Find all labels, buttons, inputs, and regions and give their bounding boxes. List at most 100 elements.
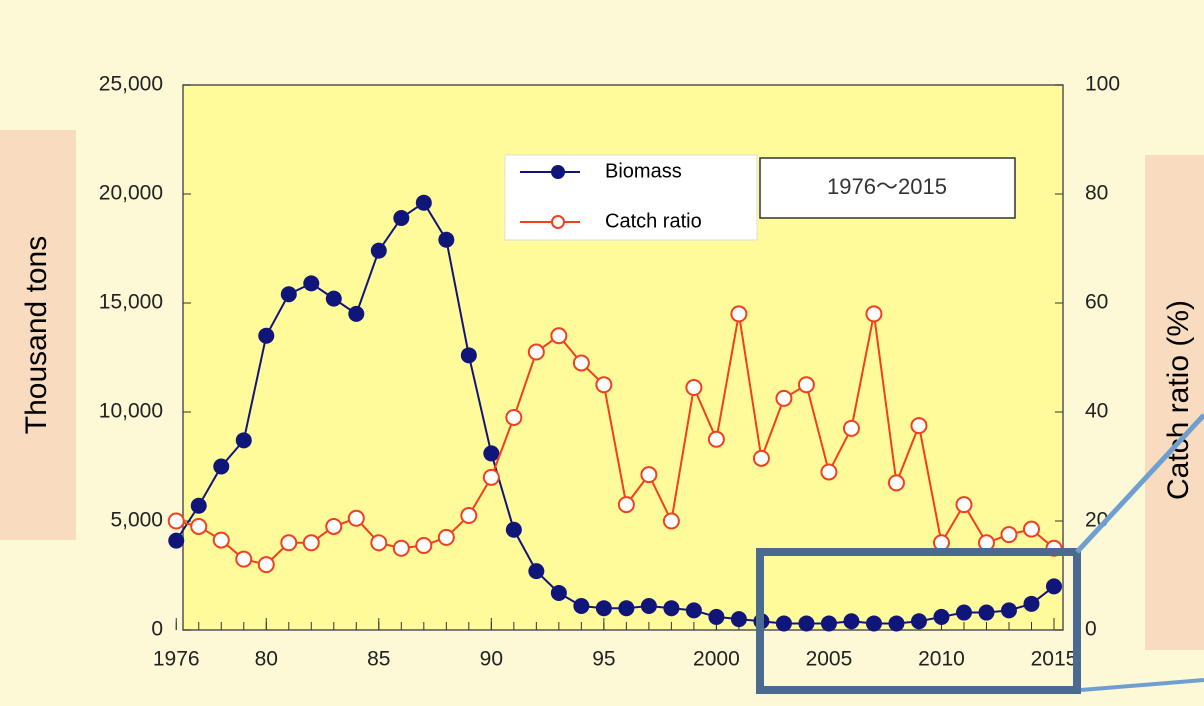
data-point bbox=[888, 615, 905, 632]
data-point bbox=[1022, 520, 1040, 538]
data-point bbox=[460, 507, 478, 525]
y2label-box bbox=[1145, 155, 1204, 650]
data-point bbox=[1023, 595, 1040, 612]
data-point bbox=[348, 305, 365, 322]
data-point bbox=[235, 432, 252, 449]
data-point bbox=[775, 389, 793, 407]
data-point bbox=[663, 600, 680, 617]
x-tick-label: 1976 bbox=[153, 648, 200, 671]
data-point bbox=[662, 512, 680, 530]
series-line bbox=[175, 201, 1055, 625]
data-point bbox=[235, 550, 253, 568]
y-tick-label: 5,000 bbox=[110, 509, 163, 532]
y-tick-label: 15,000 bbox=[99, 291, 163, 314]
data-point bbox=[392, 539, 410, 557]
y2-tick-label: 0 bbox=[1085, 618, 1097, 641]
y2-tick-label: 60 bbox=[1085, 291, 1108, 314]
x-tick-label: 2010 bbox=[918, 648, 965, 671]
data-point bbox=[257, 556, 275, 574]
annotation-box bbox=[759, 157, 1016, 219]
data-point bbox=[482, 468, 500, 486]
data-point bbox=[550, 584, 567, 601]
data-point bbox=[168, 532, 185, 549]
y-axis-label: Thousand tons bbox=[20, 236, 53, 434]
data-point bbox=[528, 563, 545, 580]
x-tick-label: 2000 bbox=[693, 648, 740, 671]
data-point bbox=[325, 517, 343, 535]
x-tick-label: 90 bbox=[480, 648, 503, 671]
data-point bbox=[685, 378, 703, 396]
data-point bbox=[190, 497, 207, 514]
data-point bbox=[887, 474, 905, 492]
data-point bbox=[955, 604, 972, 621]
data-point bbox=[1000, 526, 1018, 544]
data-point bbox=[280, 534, 298, 552]
y2-tick-label: 40 bbox=[1085, 400, 1108, 423]
data-point bbox=[775, 615, 792, 632]
data-point bbox=[910, 613, 927, 630]
data-point bbox=[437, 528, 455, 546]
x-tick-label: 95 bbox=[592, 648, 615, 671]
data-point bbox=[213, 458, 230, 475]
data-point bbox=[302, 534, 320, 552]
data-point bbox=[708, 608, 725, 625]
y2-axis-label: Catch ratio (%) bbox=[1162, 300, 1195, 500]
legend-label: Biomass bbox=[605, 160, 682, 182]
data-point bbox=[595, 376, 613, 394]
data-point bbox=[707, 430, 725, 448]
x-tick-label: 2005 bbox=[806, 648, 853, 671]
data-point bbox=[865, 305, 883, 323]
y-tick-label: 10,000 bbox=[99, 400, 163, 423]
data-point bbox=[325, 290, 342, 307]
x-tick-label: 2015 bbox=[1031, 648, 1078, 671]
data-point bbox=[640, 598, 657, 615]
callout-line bbox=[1080, 678, 1204, 692]
data-point bbox=[820, 615, 837, 632]
data-point bbox=[460, 347, 477, 364]
data-point bbox=[167, 512, 185, 530]
data-point bbox=[415, 194, 432, 211]
y-tick-label: 25,000 bbox=[99, 73, 163, 96]
y2-tick-label: 100 bbox=[1085, 73, 1120, 96]
data-point bbox=[798, 615, 815, 632]
y-tick-label: 20,000 bbox=[99, 182, 163, 205]
annotation: 1976～2015 bbox=[827, 174, 947, 199]
data-point bbox=[730, 611, 747, 628]
data-point bbox=[618, 600, 635, 617]
data-point bbox=[415, 537, 433, 555]
data-point bbox=[572, 354, 590, 372]
data-point bbox=[955, 496, 973, 514]
data-point bbox=[595, 600, 612, 617]
y-tick-label: 0 bbox=[151, 618, 163, 641]
data-point bbox=[347, 509, 365, 527]
data-point bbox=[910, 417, 928, 435]
ylabel-box bbox=[0, 130, 76, 540]
data-point bbox=[505, 521, 522, 538]
data-point bbox=[1000, 602, 1017, 619]
y2-tick-label: 80 bbox=[1085, 182, 1108, 205]
legend-marker bbox=[551, 215, 565, 229]
data-point bbox=[797, 376, 815, 394]
data-point bbox=[685, 602, 702, 619]
data-point bbox=[370, 242, 387, 259]
x-tick-label: 80 bbox=[255, 648, 278, 671]
callout-line bbox=[1075, 413, 1204, 554]
data-point bbox=[933, 608, 950, 625]
highlight-box bbox=[756, 548, 1081, 694]
legend-marker bbox=[551, 165, 565, 179]
data-point bbox=[843, 613, 860, 630]
legend-label: Catch ratio bbox=[605, 210, 702, 232]
data-point bbox=[190, 517, 208, 535]
data-point bbox=[483, 445, 500, 462]
data-point bbox=[1045, 578, 1062, 595]
data-point bbox=[842, 419, 860, 437]
data-point bbox=[640, 466, 658, 484]
x-tick-label: 85 bbox=[367, 648, 390, 671]
data-point bbox=[573, 598, 590, 615]
series-line bbox=[176, 313, 1055, 566]
data-point bbox=[393, 209, 410, 226]
data-point bbox=[865, 615, 882, 632]
data-point bbox=[527, 343, 545, 361]
data-point bbox=[258, 327, 275, 344]
